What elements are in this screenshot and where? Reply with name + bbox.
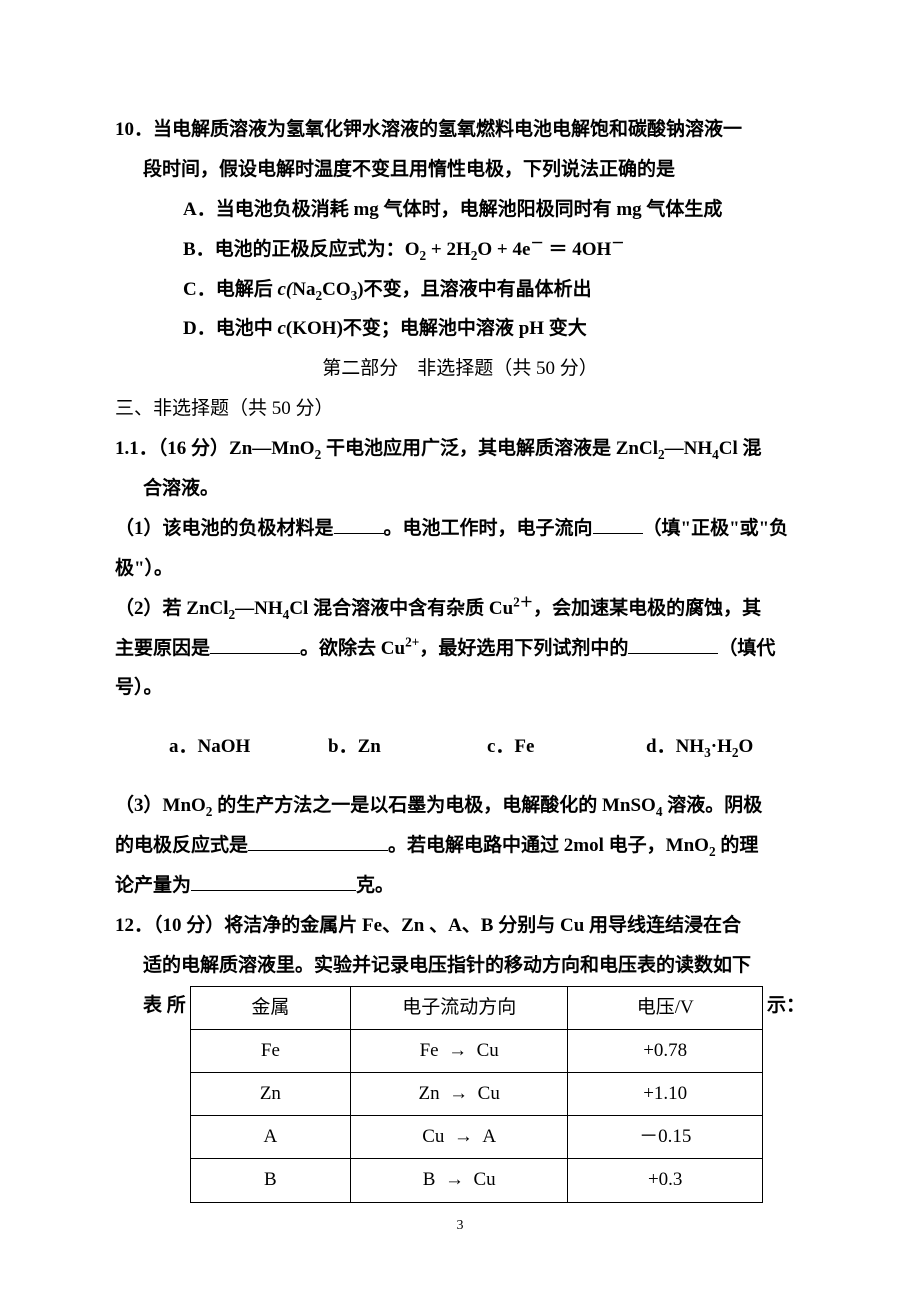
q10-stem-line2: 段时间，假设电解时温度不变且用惰性电极，下列说法正确的是 xyxy=(115,150,805,190)
q11-reagent-choices: a．NaOH b．Zn c．Fe d．NH3·H2O xyxy=(115,727,805,767)
choice-c: c．Fe xyxy=(487,727,646,767)
blank-reagent xyxy=(628,632,718,654)
col-voltage: 电压/V xyxy=(568,986,763,1029)
q11-sub3-line1: （3）MnO2 的生产方法之一是以石墨为电极，电解酸化的 MnSO4 溶液。阴极 xyxy=(115,786,805,826)
page-number: 3 xyxy=(115,1211,805,1240)
q11-sub1-line1: （1）该电池的负极材料是。电池工作时，电子流向（填"正极"或"负 xyxy=(115,509,805,549)
table-row: B B → Cu +0.3 xyxy=(190,1159,762,1202)
table-row: Fe Fe → Cu +0.78 xyxy=(190,1029,762,1072)
q11-sub3-line3: 论产量为克。 xyxy=(115,866,805,906)
blank-cathode-reaction xyxy=(248,829,388,851)
q12-post-text: 示： xyxy=(763,986,805,1026)
q10-option-d: D．电池中 c(KOH)不变；电解池中溶液 pH 变大 xyxy=(115,309,805,349)
blank-reason xyxy=(210,632,300,654)
section3-heading: 三、非选择题（共 50 分） xyxy=(115,389,805,429)
col-metal: 金属 xyxy=(190,986,350,1029)
q12-stem-line1: 12．（10 分）将洁净的金属片 Fe、Zn 、A、B 分别与 Cu 用导线连结… xyxy=(115,906,805,946)
q10-option-c: C．电解后 c(Na2CO3)不变，且溶液中有晶体析出 xyxy=(115,270,805,310)
q11-sub1-line2: 极"）。 xyxy=(115,549,805,589)
table-row: A Cu → A －0.15 xyxy=(190,1116,762,1159)
choice-d: d．NH3·H2O xyxy=(646,727,805,767)
q10-option-a: A．当电池负极消耗 mg 气体时，电解池阳极同时有 mg 气体生成 xyxy=(115,190,805,230)
q10-stem-line1: 10．当电解质溶液为氢氧化钾水溶液的氢氧燃料电池电解饱和碳酸钠溶液一 xyxy=(115,110,805,150)
q10-option-b: B．电池的正极反应式为：O2 + 2H2O + 4e－ ＝ 4OH－ xyxy=(115,230,805,270)
q12-table-line: 表 所 金属 电子流动方向 电压/V Fe Fe → Cu +0.78 Zn Z… xyxy=(115,986,805,1203)
blank-electron-direction xyxy=(593,512,643,534)
q12-stem-line2: 适的电解质溶液里。实验并记录电压指针的移动方向和电压表的读数如下 xyxy=(115,946,805,986)
table-header-row: 金属 电子流动方向 电压/V xyxy=(190,986,762,1029)
q11-sub2-line2: 主要原因是。欲除去 Cu2+，最好选用下列试剂中的（填代 xyxy=(115,629,805,669)
q10-number: 10． xyxy=(115,119,153,140)
q11-sub3-line2: 的电极反应式是。若电解电路中通过 2mol 电子，MnO2 的理 xyxy=(115,826,805,866)
part2-heading: 第二部分 非选择题（共 50 分） xyxy=(115,349,805,389)
q11-stem-line2: 合溶液。 xyxy=(115,469,805,509)
col-direction: 电子流动方向 xyxy=(350,986,567,1029)
q11-stem-line1: 1.1．（16 分）Zn—MnO2 干电池应用广泛，其电解质溶液是 ZnCl2—… xyxy=(115,429,805,469)
table-row: Zn Zn → Cu +1.10 xyxy=(190,1073,762,1116)
blank-yield xyxy=(191,869,356,891)
q11-sub2-line3: 号）。 xyxy=(115,668,805,708)
voltage-table: 金属 电子流动方向 电压/V Fe Fe → Cu +0.78 Zn Zn → … xyxy=(190,986,763,1203)
q12-pre-text: 表 所 xyxy=(143,986,190,1026)
q11-sub2-line1: （2）若 ZnCl2—NH4Cl 混合溶液中含有杂质 Cu2＋，会加速某电极的腐… xyxy=(115,589,805,629)
q12-number: 12． xyxy=(115,915,153,936)
q11-number: 1.1． xyxy=(115,438,158,459)
document-page: 10．当电解质溶液为氢氧化钾水溶液的氢氧燃料电池电解饱和碳酸钠溶液一 段时间，假… xyxy=(0,0,920,1280)
blank-anode-material xyxy=(334,512,384,534)
choice-b: b．Zn xyxy=(328,727,487,767)
choice-a: a．NaOH xyxy=(169,727,328,767)
